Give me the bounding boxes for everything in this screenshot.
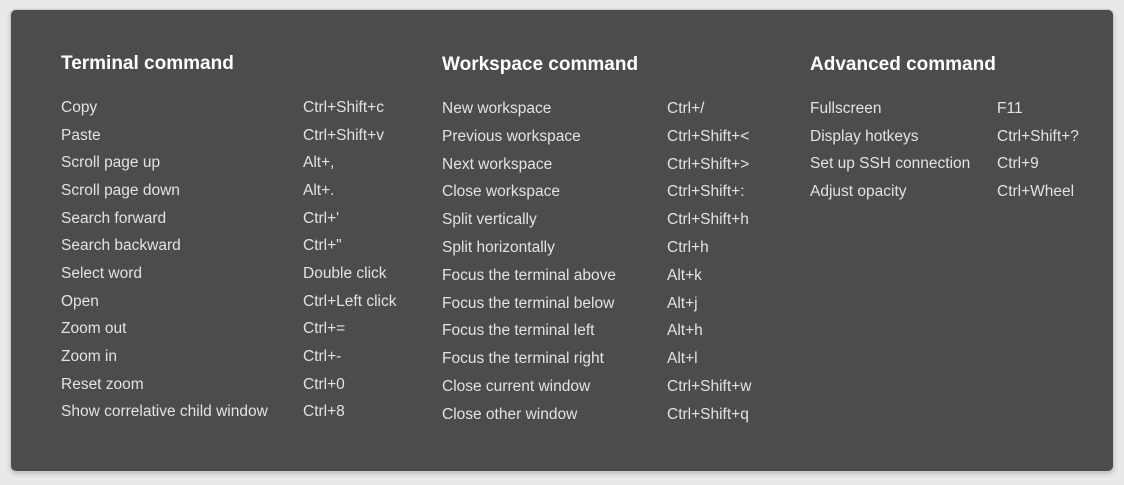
- shortcut-key: Ctrl+Shift+>: [667, 155, 750, 173]
- shortcut-label: Select word: [61, 264, 142, 282]
- shortcut-key: Ctrl+Shift+v: [303, 126, 384, 144]
- shortcut-key: Ctrl+Shift+h: [667, 211, 749, 229]
- shortcut-key: Alt+k: [667, 266, 702, 284]
- shortcut-key: Alt+.: [303, 181, 335, 199]
- shortcut-key: Ctrl+Shift+?: [997, 127, 1079, 145]
- advanced-command-title: Advanced command: [810, 54, 996, 75]
- shortcut-label: Close workspace: [442, 183, 561, 201]
- shortcut-label: Close other window: [442, 405, 578, 423]
- shortcut-label: Show correlative child window: [61, 403, 268, 421]
- shortcut-label: New workspace: [442, 100, 552, 117]
- shortcut-label: Scroll page up: [61, 154, 161, 172]
- shortcut-label: Paste: [61, 126, 101, 144]
- shortcut-label: Search backward: [61, 237, 181, 255]
- shortcut-label: Scroll page down: [61, 181, 180, 199]
- shortcut-key: Alt+l: [667, 350, 698, 368]
- shortcut-key: Ctrl+Shift+c: [303, 99, 384, 116]
- shortcut-key: F11: [997, 100, 1023, 117]
- shortcut-label: Next workspace: [442, 155, 553, 173]
- shortcut-key: Ctrl+Shift+:: [667, 183, 745, 201]
- shortcut-label: Split vertically: [442, 211, 537, 229]
- shortcut-label: Focus the terminal below: [442, 294, 615, 312]
- shortcut-label: Split horizontally: [442, 239, 555, 256]
- shortcut-key: Ctrl+": [303, 237, 342, 255]
- workspace-command-title: Workspace command: [442, 54, 639, 75]
- shortcut-key: Alt+h: [667, 322, 703, 340]
- shortcut-label: Search forward: [61, 209, 167, 227]
- shortcut-label: Zoom out: [61, 320, 127, 338]
- shortcut-key: Ctrl+8: [303, 403, 345, 421]
- shortcut-key: Ctrl+Wheel: [997, 182, 1075, 200]
- shortcut-key: Ctrl+Shift+q: [667, 405, 749, 423]
- shortcut-label: Zoom in: [61, 347, 117, 365]
- shortcut-key: Ctrl+Shift+w: [667, 378, 752, 395]
- shortcut-label: Reset zoom: [61, 375, 144, 393]
- shortcut-key: Ctrl+-: [303, 347, 342, 365]
- shortcut-key: Double click: [303, 264, 387, 282]
- shortcut-label: Previous workspace: [442, 127, 581, 145]
- shortcut-label: Open: [61, 292, 99, 310]
- shortcut-label: Focus the terminal above: [442, 266, 617, 284]
- shortcut-label: Focus the terminal left: [442, 322, 595, 340]
- terminal-command-title: Terminal command: [61, 53, 234, 74]
- shortcut-key: Alt+j: [667, 294, 698, 312]
- shortcut-label: Set up SSH connection: [810, 155, 971, 173]
- shortcut-label: Display hotkeys: [810, 127, 919, 145]
- shortcut-key: Ctrl+h: [667, 239, 709, 256]
- shortcut-label: Fullscreen: [810, 100, 882, 117]
- shortcut-key: Ctrl+': [303, 209, 340, 227]
- shortcut-key: Alt+,: [303, 154, 335, 172]
- shortcut-key: Ctrl+=: [303, 320, 346, 338]
- shortcut-key: Ctrl+/: [667, 100, 705, 117]
- shortcut-label: Close current window: [442, 378, 591, 395]
- shortcut-key: Ctrl+0: [303, 375, 345, 393]
- shortcut-key: Ctrl+Left click: [303, 292, 397, 310]
- shortcut-label: Adjust opacity: [810, 182, 907, 200]
- shortcut-key: Ctrl+Shift+<: [667, 127, 750, 145]
- shortcuts-panel: Terminal command Copy Ctrl+Shift+c Paste Ct…: [11, 10, 1113, 471]
- shortcut-label: Copy: [61, 99, 98, 116]
- shortcut-key: Ctrl+9: [997, 155, 1039, 173]
- shortcut-label: Focus the terminal right: [442, 350, 604, 368]
